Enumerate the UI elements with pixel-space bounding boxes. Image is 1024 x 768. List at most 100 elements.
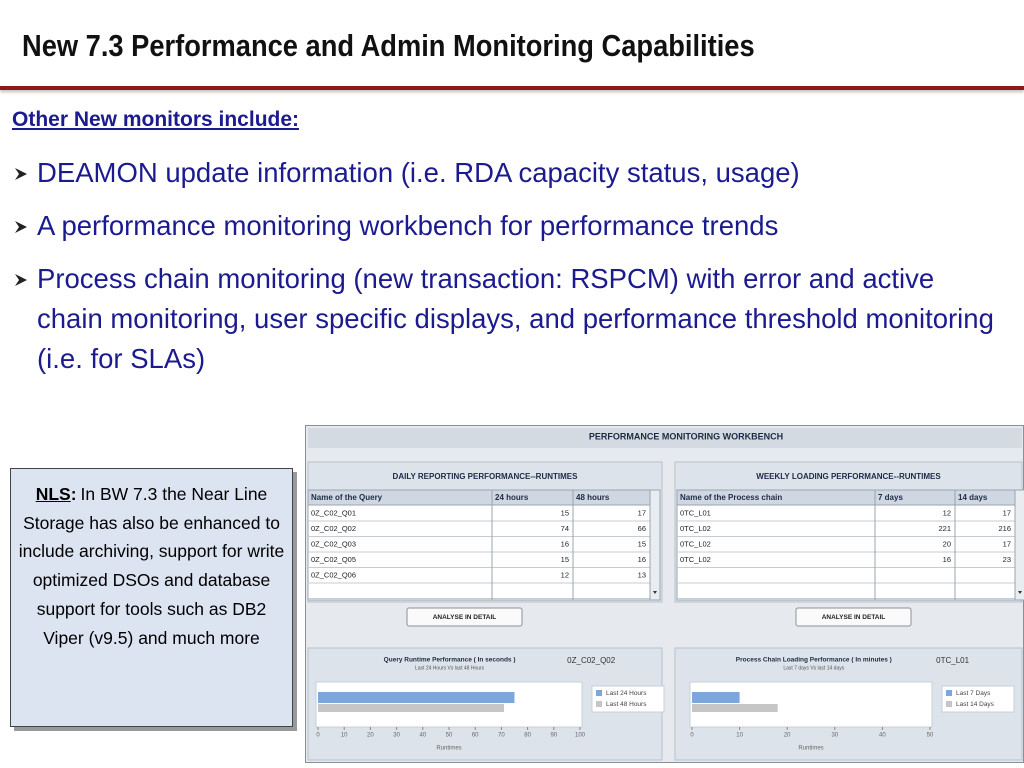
x-tick-label: 30 [831,733,838,739]
bullet: A performance monitoring workbench for p… [14,206,1004,246]
cell: 15 [638,539,646,548]
column-header: 7 days [878,493,903,502]
bullet-text: A performance monitoring workbench for p… [37,210,779,241]
x-tick-label: 70 [498,733,505,739]
cell: 16 [638,555,646,564]
chart-subtitle: Last 7 days Vs last 14 days [783,665,844,671]
x-tick-label: 30 [393,733,400,739]
panel-title: WEEKLY LOADING PERFORMANCE--RUNTIMES [756,472,941,481]
cell: 17 [1003,508,1011,517]
note-text: In BW 7.3 the Near Line Storage has also… [18,484,285,648]
x-tick-label: 60 [472,733,479,739]
slide-title: New 7.3 Performance and Admin Monitoring… [22,28,755,63]
note-label: NLS [35,484,71,504]
scroll-arrow [653,591,657,594]
cell: 17 [638,508,646,517]
cell: 216 [998,524,1011,533]
legend-swatch [596,701,602,707]
cell: 16 [943,555,951,564]
note-punct: : [70,484,77,504]
bullet-arrow [15,274,27,286]
cell: 12 [561,570,569,579]
button-label: ANALYSE IN DETAIL [433,614,497,621]
x-tick-label: 40 [879,733,886,739]
x-tick-label: 20 [367,733,374,739]
bullet-arrow [15,168,27,180]
x-tick-label: 10 [341,733,348,739]
table [676,489,1024,601]
x-tick-label: 50 [446,733,453,739]
x-tick-label: 50 [927,733,934,739]
workbench-screenshot: PERFORMANCE MONITORING WORKBENCH DAILY R… [305,425,1024,763]
legend-label: Last 7 Days [956,690,991,697]
cell: 221 [938,524,951,533]
x-axis-label: Runtimes [798,746,823,752]
legend-swatch [596,690,602,696]
x-tick-label: 10 [736,733,743,739]
bar [318,704,505,712]
cell: 13 [638,570,646,579]
column-header: 24 hours [495,493,529,502]
cell: 66 [638,524,646,533]
bar [318,692,515,703]
x-tick-label: 90 [550,733,557,739]
cell: 0TC_L02 [680,555,711,564]
cell: 0TC_L02 [680,539,711,548]
chart-item: 0TC_L01 [936,656,969,665]
column-header: Name of the Query [311,493,383,502]
bar [692,692,740,703]
scrollbar [649,489,661,601]
cell: 0TC_L01 [680,508,711,517]
cell: 0TC_L02 [680,524,711,533]
legend-label: Last 24 Hours [606,690,647,697]
x-tick-label: 0 [690,733,694,739]
cell: 0Z_C02_Q01 [311,508,356,517]
bullet-text: Process chain monitoring (new transactio… [37,263,994,374]
scrollbar [1014,489,1024,601]
cell: 17 [1003,539,1011,548]
analyse-button [795,607,912,627]
bullet: Process chain monitoring (new transactio… [14,259,1004,379]
cell: 0Z_C02_Q05 [311,555,356,564]
x-tick-label: 20 [784,733,791,739]
bullet: DEAMON update information (i.e. RDA capa… [14,153,1004,193]
cell: 12 [943,508,951,517]
column-header: 48 hours [576,493,610,502]
analyse-button [406,607,523,627]
cell: 20 [943,539,951,548]
legend-label: Last 14 Days [956,701,995,708]
chart-title: Query Runtime Performance ( In seconds ) [384,657,516,664]
x-tick-label: 100 [575,733,586,739]
title-rule [0,86,1024,90]
cell: 0Z_C02_Q06 [311,570,356,579]
button-label: ANALYSE IN DETAIL [822,614,886,621]
note-box: NLS: In BW 7.3 the Near Line Storage has … [10,468,293,727]
legend-swatch [946,690,952,696]
x-tick-label: 0 [316,733,320,739]
legend-label: Last 48 Hours [606,701,647,708]
x-tick-label: 80 [524,733,531,739]
cell: 23 [1003,555,1011,564]
cell: 0Z_C02_Q02 [311,524,356,533]
cell: 0Z_C02_Q03 [311,539,356,548]
cell: 15 [561,555,569,564]
legend [941,685,1015,713]
legend-swatch [946,701,952,707]
cell: 74 [561,524,569,533]
section-heading: Other New monitors include: [12,108,300,131]
workbench-title: PERFORMANCE MONITORING WORKBENCH [589,431,783,441]
chart-title: Process Chain Loading Performance ( In m… [736,657,892,664]
cell: 15 [561,508,569,517]
cell: 16 [561,539,569,548]
chart-subtitle: Last 24 Hours Vs last 48 Hours [415,665,485,671]
x-tick-label: 40 [419,733,426,739]
bullet-list: DEAMON update information (i.e. RDA capa… [14,153,1004,392]
workbench-header [308,428,1022,448]
bullet-text: DEAMON update information (i.e. RDA capa… [37,157,800,188]
column-header: Name of the Process chain [680,493,782,502]
column-header: 14 days [958,493,988,502]
panel-title: DAILY REPORTING PERFORMANCE--RUNTIMES [393,472,579,481]
bullet-arrow [15,221,27,233]
x-axis-label: Runtimes [436,746,461,752]
bar [692,704,778,712]
